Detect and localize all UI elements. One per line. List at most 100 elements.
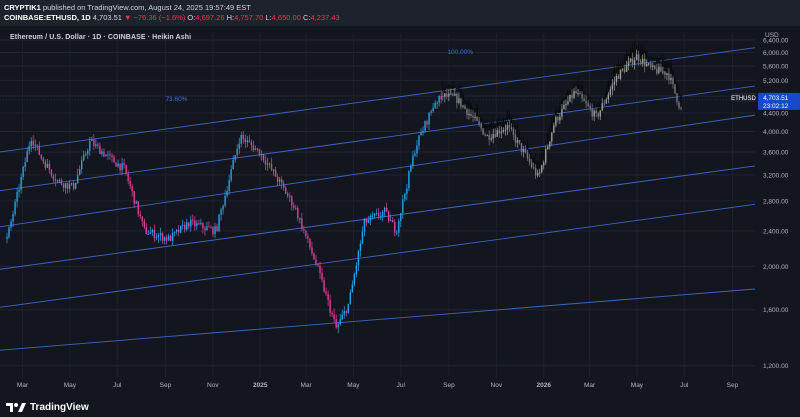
- channel-line: [0, 288, 756, 351]
- candle: [6, 237, 8, 240]
- projection-candle: [464, 105, 466, 109]
- projection-shadow-candle: [621, 62, 624, 67]
- projection-shadow-candle: [482, 122, 484, 126]
- candle: [355, 265, 358, 275]
- projection-shadow-candle: [454, 87, 456, 89]
- x-tick-label: Mar: [584, 382, 596, 389]
- projection-shadow-candle: [641, 49, 644, 54]
- projection-candle: [666, 73, 668, 75]
- projection-candle: [522, 149, 525, 152]
- x-tick-label: Sep: [443, 382, 455, 389]
- candle: [371, 215, 374, 217]
- projection-candle: [496, 130, 498, 137]
- projection-shadow-candle: [615, 69, 618, 71]
- candle: [179, 225, 182, 233]
- projection-shadow-candle: [662, 59, 664, 68]
- projection-shadow-candle: [603, 96, 606, 102]
- projection-candle: [658, 66, 660, 74]
- projection-candle: [555, 117, 557, 126]
- y-tick-label: 2,000.00: [763, 264, 789, 271]
- tradingview-logo[interactable]: TradingView: [6, 400, 89, 414]
- projection-shadow-candle: [651, 57, 654, 59]
- candle: [418, 135, 420, 146]
- candle: [192, 219, 194, 221]
- projection-candle: [476, 116, 478, 121]
- projection-shadow-candle: [548, 129, 551, 134]
- candle: [248, 140, 251, 143]
- projection-candle: [611, 84, 614, 90]
- projection-shadow-candle: [486, 124, 488, 129]
- candle: [282, 183, 285, 188]
- low-label: L:: [265, 13, 272, 22]
- projection-candle: [470, 113, 472, 116]
- projection-shadow-candle: [532, 159, 535, 163]
- candle: [210, 227, 212, 229]
- projection-shadow-candle: [484, 125, 486, 129]
- projection-candle: [656, 68, 658, 74]
- candle: [155, 236, 158, 239]
- candle: [375, 212, 378, 214]
- candle: [230, 169, 232, 181]
- price-chart[interactable]: 100.00% 73.60% 6,400.00 6,000.00 5,600.00 5,…: [0, 26, 800, 396]
- x-tick-label: Nov: [207, 382, 219, 389]
- candle: [200, 223, 202, 225]
- candle: [385, 207, 388, 212]
- candle: [181, 224, 184, 226]
- candle: [240, 134, 242, 144]
- projection-candle: [629, 58, 632, 62]
- candle: [78, 169, 81, 175]
- candle: [95, 144, 97, 147]
- candle: [305, 230, 307, 237]
- x-tick-label: Sep: [160, 382, 172, 389]
- candle: [125, 164, 127, 174]
- candle: [232, 159, 234, 170]
- projection-shadow-candle: [502, 119, 505, 126]
- projection-shadow-candle: [516, 129, 519, 138]
- candle: [56, 180, 59, 182]
- price-axis: 6,400.006,000.005,600.005,200.004,800.00…: [763, 32, 789, 370]
- projection-candle: [583, 98, 585, 102]
- candle: [274, 169, 277, 177]
- candle: [246, 140, 249, 143]
- candle: [68, 184, 71, 189]
- candle: [353, 274, 356, 285]
- projection-shadow-candle: [470, 104, 472, 113]
- channel-line: [0, 165, 756, 270]
- projection-candle: [536, 173, 539, 176]
- projection-candle: [460, 98, 462, 107]
- badge-symbol-bg: [731, 92, 756, 102]
- projection-shadow-candle: [676, 83, 678, 94]
- candle: [394, 222, 396, 233]
- projection-shadow-candle: [613, 69, 616, 79]
- chart-area[interactable]: [0, 26, 800, 396]
- projection-candle: [502, 130, 505, 132]
- projection-candle: [625, 65, 628, 72]
- candle: [208, 226, 210, 228]
- publish-header: CRYPTIK1 published on TradingView.com, A…: [0, 0, 800, 26]
- candle: [420, 132, 422, 136]
- candle: [383, 207, 386, 212]
- candle: [347, 303, 349, 314]
- candle: [422, 130, 424, 133]
- projection-shadow-candle: [625, 54, 628, 60]
- projection-shadow-candle: [536, 167, 539, 170]
- projection-candle: [654, 65, 656, 69]
- candle: [377, 212, 380, 217]
- projection-candle: [579, 93, 581, 95]
- candle: [264, 160, 267, 165]
- candle: [89, 141, 91, 151]
- ohlc-bar: COINBASE:ETHUSD, 1D 4,703.51 ▼ −76.36 (−…: [4, 13, 340, 23]
- y-unit-label: USD: [765, 32, 779, 39]
- projection-shadow-candle: [540, 153, 543, 162]
- tradingview-logo-icon: [6, 403, 26, 412]
- projection-shadow-candle: [664, 61, 666, 68]
- candle: [234, 155, 236, 160]
- candle: [339, 319, 341, 325]
- publisher-name[interactable]: CRYPTIK1: [4, 3, 41, 12]
- projection-shadow-candle: [605, 88, 608, 97]
- projection-shadow-candle: [458, 88, 460, 90]
- x-tick-label: Mar: [300, 382, 312, 389]
- projection-candle: [516, 140, 519, 143]
- projection-candle: [524, 149, 527, 153]
- candle: [218, 214, 220, 231]
